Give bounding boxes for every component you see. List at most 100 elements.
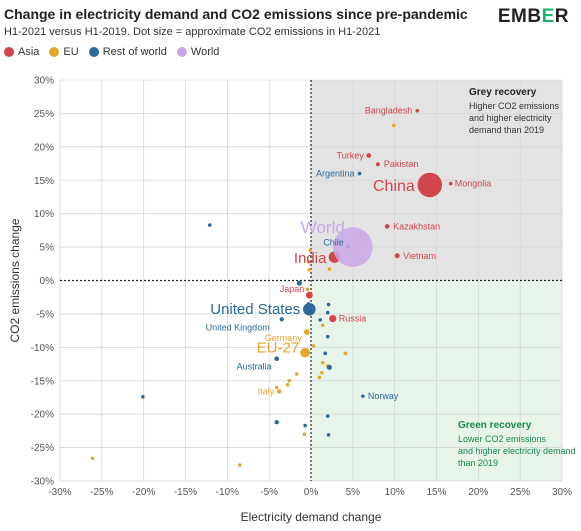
x-tick-label: -25% xyxy=(90,487,113,498)
legend-item-rest-of-world: Rest of world xyxy=(88,46,167,58)
ember-logo: EMBER xyxy=(498,6,569,28)
green-recovery-text: and higher electricity demand xyxy=(458,446,576,456)
x-tick-label: -15% xyxy=(174,487,197,498)
point-label-pakistan: Pakistan xyxy=(384,159,419,169)
point-rest-of-world xyxy=(325,414,330,418)
point-kazakhstan xyxy=(384,224,390,229)
logo-text-end: R xyxy=(554,6,569,27)
point-italy xyxy=(277,389,282,394)
x-tick-label: 25% xyxy=(510,487,530,498)
point-rest-of-world xyxy=(141,394,145,399)
point-eu xyxy=(306,259,311,264)
x-tick-label: 5% xyxy=(346,487,361,498)
legend-label: Asia xyxy=(18,46,40,58)
point-eu xyxy=(274,385,279,390)
point-rest-of-world xyxy=(326,364,332,370)
y-tick-label: -20% xyxy=(31,410,54,421)
point-eu xyxy=(294,372,299,376)
point-label-india: India xyxy=(294,250,327,267)
point-label-italy: Italy xyxy=(258,386,275,396)
point-label-norway: Norway xyxy=(368,391,399,401)
legend-item-eu: EU xyxy=(49,46,79,58)
point-label-kazakhstan: Kazakhstan xyxy=(393,221,440,231)
chart-legend: Asia EU Rest of world World xyxy=(4,46,219,58)
point-label-vietnam: Vietnam xyxy=(403,251,436,261)
x-tick-label: -10% xyxy=(216,487,239,498)
point-japan xyxy=(305,291,313,299)
point-rest-of-world xyxy=(318,318,323,322)
point-eu-27 xyxy=(300,347,311,358)
point-label-japan: Japan xyxy=(280,284,305,294)
legend-item-asia: Asia xyxy=(4,46,39,58)
point-label-germany: Germany xyxy=(265,333,303,343)
y-tick-label: 25% xyxy=(34,109,54,120)
logo-text-accent: E xyxy=(541,6,555,27)
point-china xyxy=(417,172,443,198)
point-label-australia: Australia xyxy=(237,362,272,372)
x-axis-label: Electricity demand change xyxy=(241,510,382,524)
grey-recovery-text: and higher electricity xyxy=(469,113,552,123)
point-eu xyxy=(308,248,312,253)
point-rest-of-world xyxy=(326,433,331,437)
point-label-argentina: Argentina xyxy=(316,169,355,179)
point-rest-of-world xyxy=(325,310,330,315)
point-rest-of-world xyxy=(325,334,330,339)
y-tick-label: 20% xyxy=(34,142,54,153)
point-rest-of-world xyxy=(303,423,307,428)
point-eu xyxy=(320,360,325,365)
point-united-states xyxy=(303,302,316,316)
y-tick-label: -15% xyxy=(31,376,54,387)
x-tick-label: 0% xyxy=(304,487,319,498)
logo-text-main: EMB xyxy=(497,6,542,27)
point-australia xyxy=(274,356,280,362)
point-germany xyxy=(303,329,310,335)
point-rest-of-world xyxy=(207,223,212,227)
point-label-chile: Chile xyxy=(323,237,344,247)
point-mongolia xyxy=(448,181,453,186)
x-tick-label: 10% xyxy=(385,487,405,498)
green-recovery-text: than 2019 xyxy=(458,458,498,468)
chart-title: Change in electricity demand and CO2 emi… xyxy=(4,6,468,22)
chart-subtitle: H1-2021 versus H1-2019. Dot size = appro… xyxy=(4,26,381,38)
point-eu xyxy=(285,382,290,387)
point-eu xyxy=(311,344,316,348)
point-eu xyxy=(307,268,312,272)
point-eu xyxy=(305,287,310,291)
point-vietnam xyxy=(394,253,400,259)
point-eu xyxy=(90,456,95,461)
point-turkey xyxy=(366,153,372,158)
x-tick-label: 20% xyxy=(468,487,488,498)
legend-item-world: World xyxy=(176,46,220,58)
point-eu xyxy=(320,370,324,375)
legend-swatch xyxy=(4,47,14,57)
y-tick-label: -5% xyxy=(36,309,54,320)
point-rest-of-world xyxy=(296,280,302,286)
point-eu xyxy=(302,432,307,437)
legend-label: World xyxy=(190,46,220,58)
grey-recovery-text: Higher CO2 emissions xyxy=(469,101,560,111)
x-tick-label: -30% xyxy=(48,487,71,498)
point-eu xyxy=(287,378,292,383)
y-tick-label: 5% xyxy=(40,243,55,254)
point-rest-of-world xyxy=(326,302,331,307)
point-norway xyxy=(361,394,365,398)
grey-recovery-text: demand than 2019 xyxy=(469,125,544,135)
legend-swatch xyxy=(88,47,99,57)
point-rest-of-world xyxy=(323,351,328,356)
y-tick-label: 30% xyxy=(34,76,54,87)
point-label-eu-27: EU-27 xyxy=(257,340,300,357)
point-bangladesh xyxy=(415,108,420,113)
y-axis-label: CO2 emissions change xyxy=(8,218,22,342)
point-label-china: China xyxy=(373,178,415,195)
point-label-united-kingdom: United Kingdom xyxy=(206,322,270,332)
y-tick-label: 0% xyxy=(40,276,55,287)
point-argentina xyxy=(357,171,362,176)
green-recovery-text: Lower CO2 emissions xyxy=(458,434,547,444)
x-tick-label: 15% xyxy=(426,487,446,498)
legend-swatch xyxy=(49,47,60,57)
legend-label: EU xyxy=(63,46,79,58)
point-united-kingdom xyxy=(279,317,284,322)
y-tick-label: 15% xyxy=(34,176,54,187)
y-tick-label: -25% xyxy=(31,443,54,454)
x-tick-label: -5% xyxy=(260,487,278,498)
